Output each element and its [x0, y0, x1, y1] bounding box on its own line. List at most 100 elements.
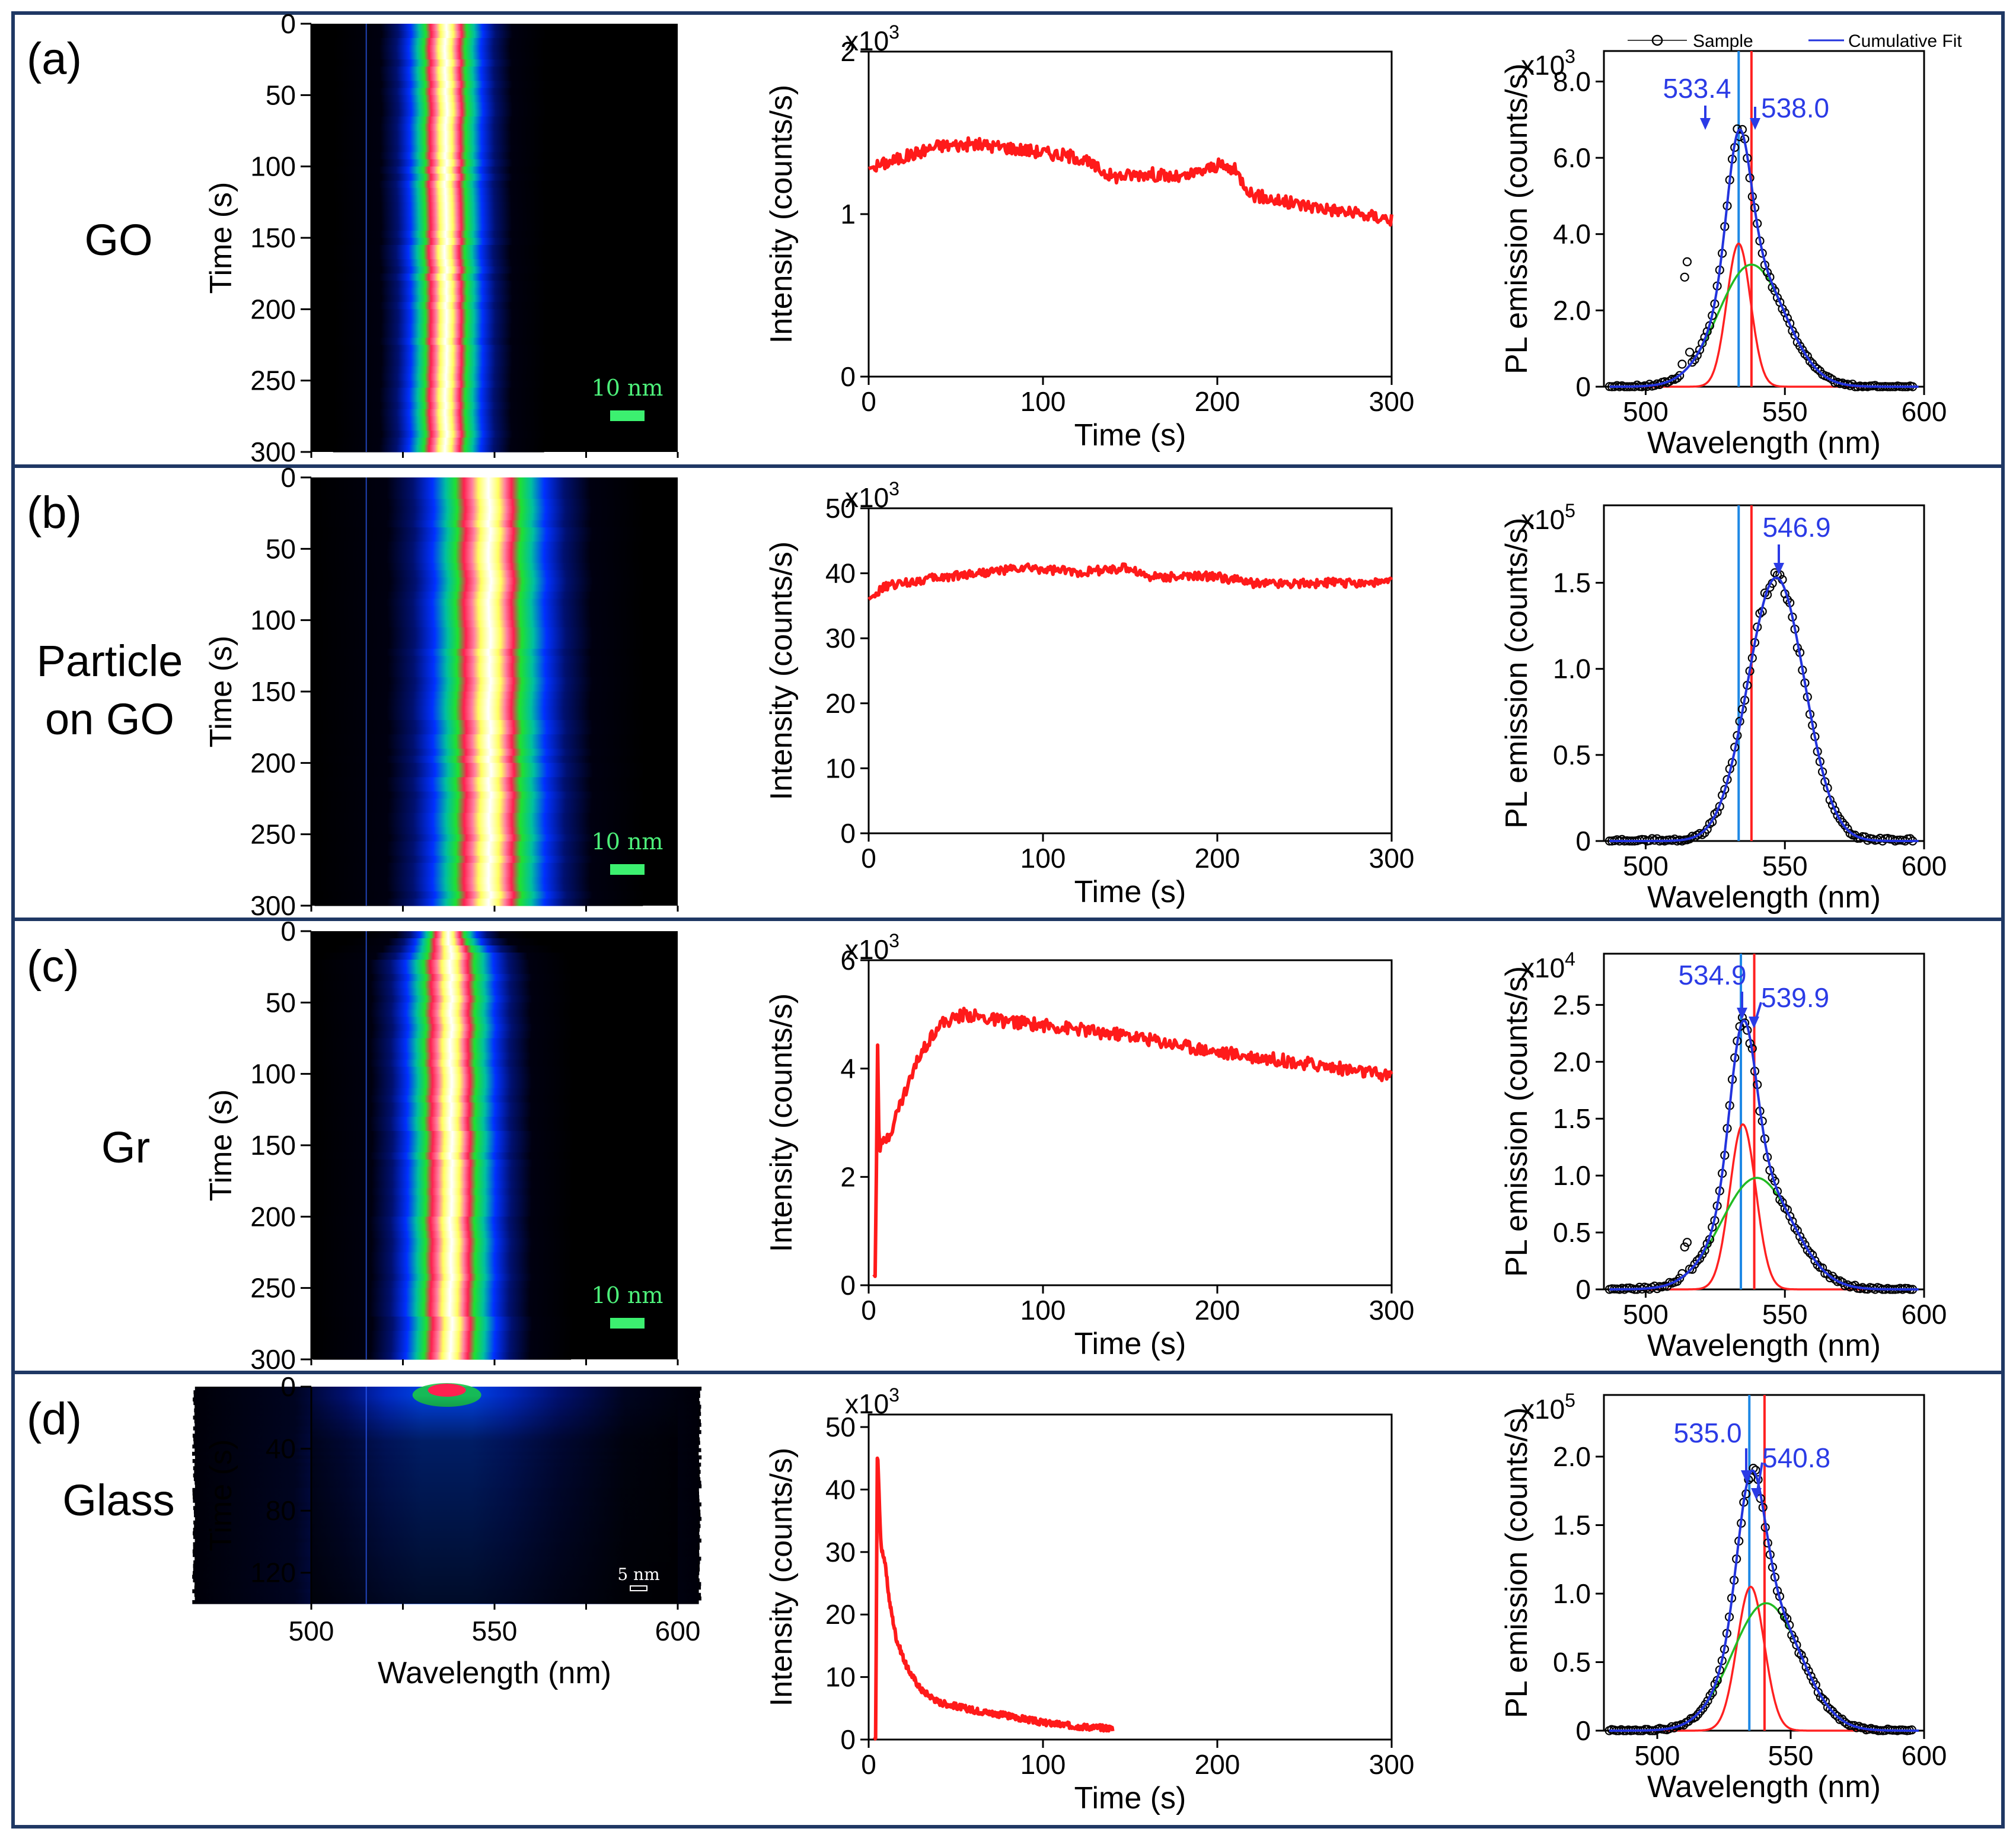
y-tick-label: 100: [250, 605, 296, 636]
sample-label: Gr: [101, 1123, 150, 1172]
heatmap-row: [333, 231, 545, 238]
heatmap-row: [317, 834, 646, 842]
heatmap-row: [314, 477, 643, 485]
panel-label: (a): [27, 34, 82, 84]
heatmap-row: [333, 302, 545, 310]
heatmap-row: [314, 1174, 573, 1181]
y-tick-label: 0: [840, 818, 856, 849]
sample-point: [1830, 805, 1840, 815]
heatmap-row: [317, 727, 646, 735]
sample-point: [1685, 348, 1695, 357]
row-b: (b) Particle on GO 050100150200250300Tim…: [27, 462, 1947, 921]
x-tick-label: 200: [1195, 1749, 1240, 1780]
axis-multiplier-exponent: 3: [1565, 46, 1575, 67]
axis-multiplier-exponent: 3: [889, 478, 899, 499]
heatmap-row: [315, 827, 644, 835]
y-tick-label: 50: [266, 79, 296, 110]
heatmap-row: [316, 584, 645, 593]
x-axis-label: Time (s): [1074, 418, 1186, 453]
peak-annotation: 533.4: [1663, 73, 1731, 104]
heatmap-row: [315, 1273, 573, 1282]
heatmap-row: [314, 1102, 573, 1110]
scale-bar: [610, 410, 645, 421]
x-tick-label: 600: [655, 1616, 701, 1646]
y-axis-label: Intensity (counts/s): [764, 993, 799, 1252]
y-tick-label: 50: [266, 987, 296, 1018]
peak-annotation: 546.9: [1762, 512, 1830, 543]
x-tick-label: 500: [1623, 1299, 1669, 1330]
sample-point: [1805, 356, 1815, 366]
heatmap-row: [334, 309, 546, 317]
y-tick-label: 0: [280, 462, 296, 493]
y-tick-label: 2: [840, 36, 856, 67]
y-tick-label: 4.0: [1553, 219, 1591, 250]
x-tick-label: 100: [1020, 386, 1066, 417]
peak-annotation: 539.9: [1761, 982, 1829, 1013]
heatmap-row: [315, 1024, 574, 1031]
heatmap-row: [315, 1202, 573, 1210]
sample-point: [1818, 1263, 1827, 1273]
x-tick-label: 300: [1369, 1749, 1415, 1780]
annotation-arrow-head: [1750, 118, 1760, 130]
sample-label: GO: [84, 215, 152, 265]
fit-component-2: [1609, 1177, 1919, 1291]
heatmap-row: [314, 1266, 573, 1275]
y-axis-label: PL emission (counts/s): [1500, 966, 1534, 1277]
heatmap-row: [334, 945, 554, 953]
heatmap-row: [314, 549, 643, 556]
y-tick-label: 0.5: [1553, 1646, 1591, 1677]
x-tick-label: 500: [289, 1616, 334, 1646]
y-tick-label: 250: [250, 1273, 296, 1304]
axis-multiplier-exponent: 3: [889, 930, 899, 951]
sample-points: [1604, 1012, 1918, 1294]
legend-fit-label: Cumulative Fit: [1848, 31, 1962, 51]
heatmap-row: [315, 1167, 573, 1174]
heatmap-row: [317, 891, 646, 899]
heatmap-row: [314, 1188, 573, 1196]
heatmap-row: [314, 1259, 572, 1267]
y-tick-label: 30: [825, 623, 856, 654]
y-tick-label: 0: [280, 916, 296, 947]
heatmap-row: [314, 1088, 573, 1096]
y-axis-label: PL emission (counts/s): [1500, 63, 1534, 374]
heatmap-row: [314, 1345, 572, 1353]
intensity-trace-line: [868, 136, 1393, 227]
annotation-arrow-head: [1751, 1488, 1762, 1500]
heatmap-row: [333, 74, 545, 81]
heatmap-row: [316, 720, 645, 728]
axis-multiplier-exponent: 3: [889, 1384, 899, 1406]
legend-sample-marker: [1651, 34, 1663, 46]
x-tick-label: 0: [861, 1749, 876, 1780]
sample-point: [1803, 1245, 1812, 1255]
heatmap-row: [333, 394, 544, 403]
heatmap-row: [333, 387, 545, 396]
plot-frame: [867, 1413, 1393, 1741]
heatmap-row: [315, 513, 644, 521]
sample-point: [1838, 818, 1847, 827]
heatmap-row: [334, 380, 546, 388]
x-tick-label: 100: [1020, 1295, 1066, 1326]
heatmap-row: [334, 209, 546, 217]
sample-point: [1813, 364, 1822, 374]
heatmap-row: [321, 953, 567, 960]
heatmap-row: [315, 784, 643, 792]
sample-point: [1680, 1242, 1689, 1252]
sample-point: [1702, 824, 1712, 834]
heatmap-row: [334, 373, 546, 381]
x-tick-label: 550: [1762, 1299, 1808, 1330]
y-tick-label: 300: [250, 890, 296, 921]
sample-point: [1675, 371, 1685, 380]
y-tick-label: 150: [250, 222, 296, 253]
sample-point: [1782, 313, 1792, 323]
decay-overlay: [311, 1387, 678, 1604]
x-tick-label: 600: [1902, 396, 1947, 427]
y-axis-label: Time (s): [204, 636, 238, 748]
heatmap-row: [314, 1280, 572, 1289]
heatmap-row: [334, 130, 546, 139]
cumulative-fit-line: [1609, 128, 1919, 388]
heatmap-row: [313, 1116, 572, 1125]
